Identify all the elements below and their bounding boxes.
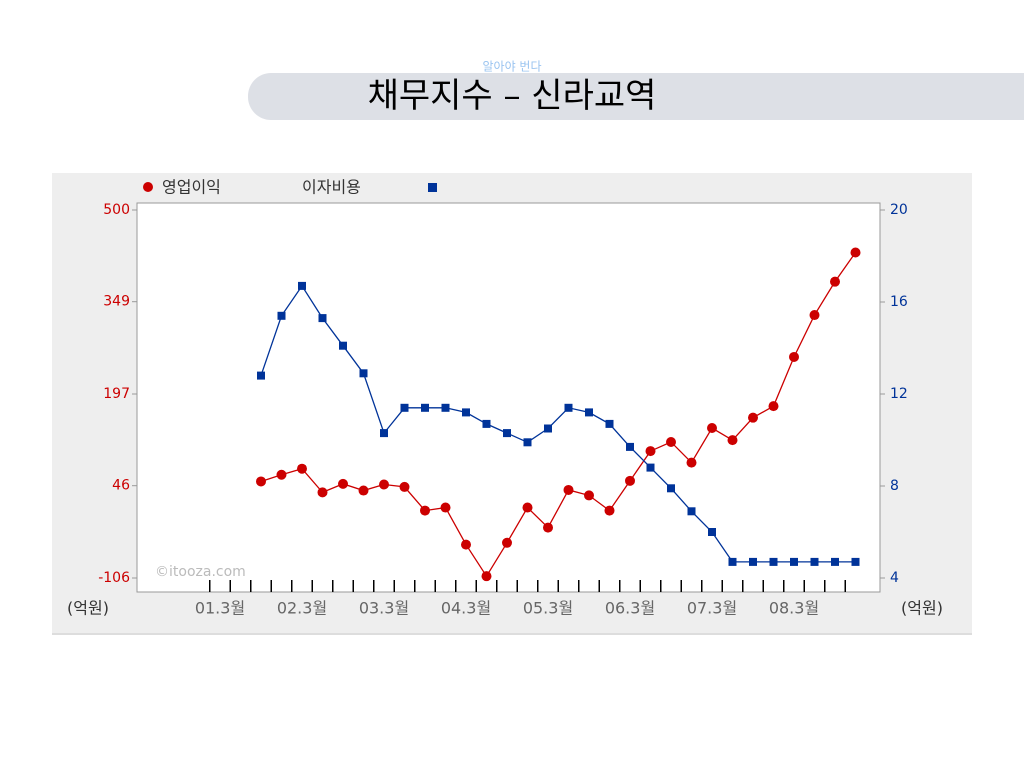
marker [338, 478, 348, 489]
marker [666, 436, 676, 447]
marker [420, 505, 430, 516]
marker [667, 484, 675, 493]
marker [276, 469, 287, 480]
marker [462, 408, 470, 417]
marker [626, 442, 634, 451]
marker [523, 438, 532, 447]
y-tick-label: 46 [112, 478, 130, 494]
marker [831, 557, 839, 566]
marker [399, 481, 410, 492]
marker [707, 423, 717, 434]
marker [297, 463, 307, 474]
marker [503, 429, 511, 438]
marker [277, 311, 286, 320]
marker [441, 403, 450, 412]
marker [789, 351, 799, 362]
marker [421, 403, 429, 412]
marker [749, 557, 757, 566]
marker [728, 557, 737, 566]
y-tick-label: 500 [103, 202, 130, 218]
marker [380, 429, 388, 438]
marker [502, 537, 512, 548]
watermark: ©itooza.com [155, 564, 246, 580]
x-tick-label: 04.3월 [441, 599, 491, 618]
marker [748, 412, 758, 423]
y2-tick-label: 20 [890, 202, 908, 218]
x-tick-label: 05.3월 [523, 599, 573, 618]
marker [256, 476, 266, 487]
title-bar [248, 73, 1024, 120]
marker [564, 403, 573, 412]
marker [604, 505, 615, 516]
y-axis-label: (억원) [67, 599, 109, 618]
marker [318, 314, 327, 323]
marker [400, 403, 409, 412]
x-tick-label: 06.3월 [605, 599, 655, 618]
marker [339, 341, 347, 350]
marker [810, 557, 819, 566]
y-tick-label: 349 [103, 294, 130, 310]
x-tick-label: 08.3월 [769, 599, 819, 618]
marker [687, 507, 696, 516]
y2-tick-label: 12 [890, 386, 908, 402]
x-tick-label: 02.3월 [277, 599, 327, 618]
marker [440, 502, 451, 513]
y-tick-label: -106 [98, 570, 130, 586]
marker [769, 557, 778, 566]
y2-tick-label: 8 [890, 478, 899, 494]
y2-tick-label: 16 [890, 294, 908, 310]
marker [625, 475, 635, 486]
marker [544, 424, 552, 433]
marker [482, 419, 491, 428]
marker [585, 408, 593, 417]
marker [768, 401, 779, 412]
marker [522, 502, 533, 513]
y2-tick-label: 4 [890, 570, 899, 586]
legend-label: 영업이익 [162, 178, 221, 197]
marker [257, 371, 265, 380]
marker [563, 484, 574, 495]
plot-area [136, 202, 881, 593]
marker [605, 419, 614, 428]
marker [790, 557, 798, 566]
marker [850, 247, 861, 258]
tagline: 알아야 번다 [482, 60, 541, 74]
marker [481, 571, 492, 582]
y2-axis-label: (억원) [901, 599, 943, 618]
legend-swatch [143, 182, 153, 192]
x-tick-label: 03.3월 [359, 599, 409, 618]
legend-label: 이자비용 [302, 178, 361, 197]
x-tick-label: 01.3월 [195, 599, 245, 618]
x-tick-label: 07.3월 [687, 599, 737, 618]
marker [708, 528, 716, 536]
marker [851, 557, 860, 566]
marker [584, 490, 594, 501]
marker [727, 435, 738, 446]
marker [359, 369, 368, 378]
legend-swatch [428, 183, 437, 192]
marker [358, 485, 369, 496]
marker [317, 487, 328, 498]
marker [645, 446, 656, 457]
marker [830, 276, 840, 287]
marker [646, 463, 655, 472]
y-tick-label: 197 [103, 386, 130, 402]
marker [686, 457, 697, 468]
marker [543, 522, 553, 533]
marker [461, 539, 471, 550]
marker [809, 310, 820, 321]
slide-title: 채무지수 – 신라교역 [368, 76, 657, 116]
marker [379, 479, 389, 490]
marker [298, 281, 306, 290]
